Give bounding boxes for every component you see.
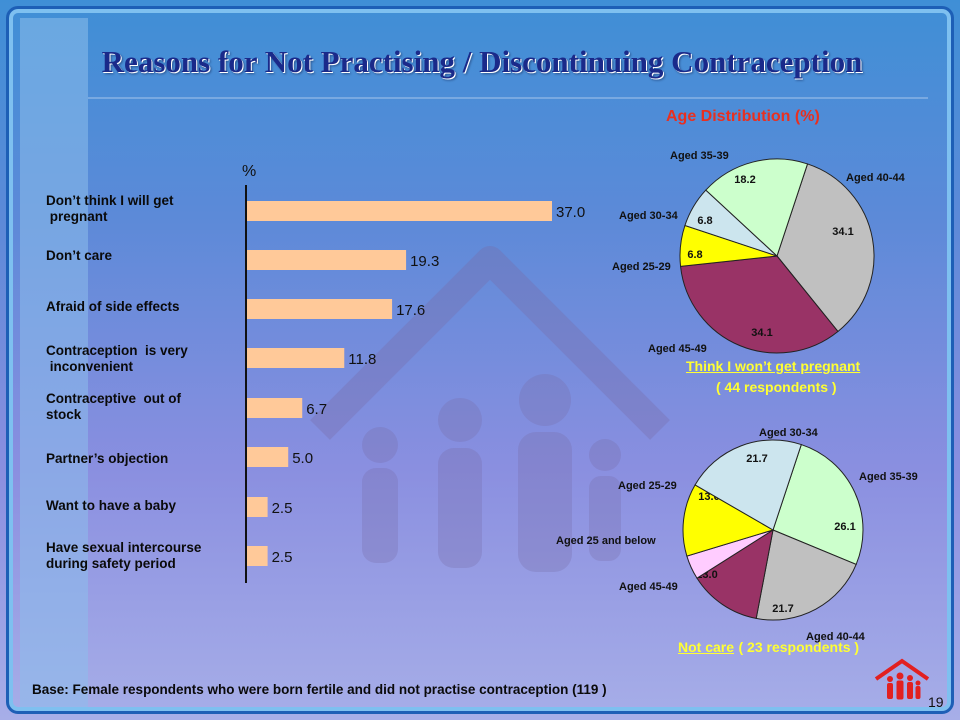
bar-axis-unit: % xyxy=(242,163,257,180)
pie-slice xyxy=(694,439,802,531)
bar xyxy=(247,398,303,418)
category-label: Have sexual intercourse during safety pe… xyxy=(46,540,202,571)
bar xyxy=(247,497,268,517)
pie2-caption-word: Not care xyxy=(678,639,735,655)
bar-value-label: 17.6 xyxy=(396,302,425,319)
pie1-caption-line1: Think I won’t get pregnant xyxy=(686,358,861,374)
category-label: Contraception is very inconvenient xyxy=(46,343,188,374)
base-note: Base: Female respondents who were born f… xyxy=(32,682,607,697)
pie-slice xyxy=(682,484,775,557)
category-label: Don’t care xyxy=(46,248,113,263)
category-label: Want to have a baby xyxy=(46,498,177,513)
bar xyxy=(247,447,289,467)
bar-chart: 37.0 19.3 17.6 11.8 6.7 5.0 2.5 2.5 xyxy=(245,185,585,583)
pie-value-label: 18.2 xyxy=(734,174,755,186)
bar xyxy=(247,348,345,368)
pie-slice xyxy=(755,529,857,621)
pie-slice-label: Aged 25-29 xyxy=(618,480,677,492)
category-label: Contraceptive out of stock xyxy=(46,391,182,422)
pie2-caption: Not care ( 23 respondents ) xyxy=(678,639,859,657)
pie-slice-label: Aged 30-34 xyxy=(759,427,819,439)
pie-slice-label: Aged 25 and below xyxy=(556,535,656,547)
bar xyxy=(247,250,407,270)
bar-value-label: 2.5 xyxy=(272,549,293,566)
bar-value-label: 11.8 xyxy=(348,351,376,368)
slide-title: Reasons for Not Practising / Discontinui… xyxy=(101,44,863,79)
pie-value-label: 6.8 xyxy=(697,215,712,227)
pie-value-label: 21.7 xyxy=(772,603,793,615)
family-logo-icon xyxy=(874,658,930,700)
pie-slice-label: Aged 40-44 xyxy=(806,631,866,643)
pie-value-label: 34.1 xyxy=(751,327,772,339)
bar-value-label: 19.3 xyxy=(410,253,439,270)
decorative-strip xyxy=(20,18,88,708)
title-divider xyxy=(88,97,928,99)
bar xyxy=(247,546,268,566)
pie-slice xyxy=(776,163,875,333)
bar-value-label: 37.0 xyxy=(556,204,585,221)
pie-value-label: 26.1 xyxy=(834,521,855,533)
pie-slice xyxy=(705,158,809,257)
bar-value-label: 5.0 xyxy=(292,450,313,467)
bar-value-label: 6.7 xyxy=(306,401,327,418)
pie-value-label: 6.8 xyxy=(687,249,702,261)
pie-slice-label: Aged 40-44 xyxy=(846,172,906,184)
pie-value-label: 34.1 xyxy=(832,226,853,238)
category-label: Don’t think I will get pregnant xyxy=(46,193,174,224)
pie2-caption-rest: ( 23 respondents ) xyxy=(738,639,860,655)
category-label: Partner’s objection xyxy=(46,451,169,466)
bar-value-label: 2.5 xyxy=(272,500,293,517)
pie-slice-label: Aged 25-29 xyxy=(612,261,671,273)
pie-value-label: 21.7 xyxy=(746,453,767,465)
pie-slice-label: Aged 35-39 xyxy=(859,471,918,483)
bar xyxy=(247,201,552,221)
bar xyxy=(247,299,393,319)
pie-slice xyxy=(696,528,774,620)
pie-slice xyxy=(680,255,839,354)
page-number: 19 xyxy=(928,694,944,710)
pie-slice-label: Aged 30-34 xyxy=(619,210,679,222)
pie-chart-title: Age Distribution (%) xyxy=(666,108,820,125)
pie1-caption-line2: ( 44 respondents ) xyxy=(716,379,837,395)
family-house-watermark-icon xyxy=(310,246,670,572)
pie-slice xyxy=(772,443,864,566)
category-label: Afraid of side effects xyxy=(46,299,180,314)
pie-slice-label: Aged 45-49 xyxy=(648,343,707,355)
pie-slice-label: Aged 45-49 xyxy=(619,581,678,593)
pie-slice-label: Aged 35-39 xyxy=(670,150,729,162)
